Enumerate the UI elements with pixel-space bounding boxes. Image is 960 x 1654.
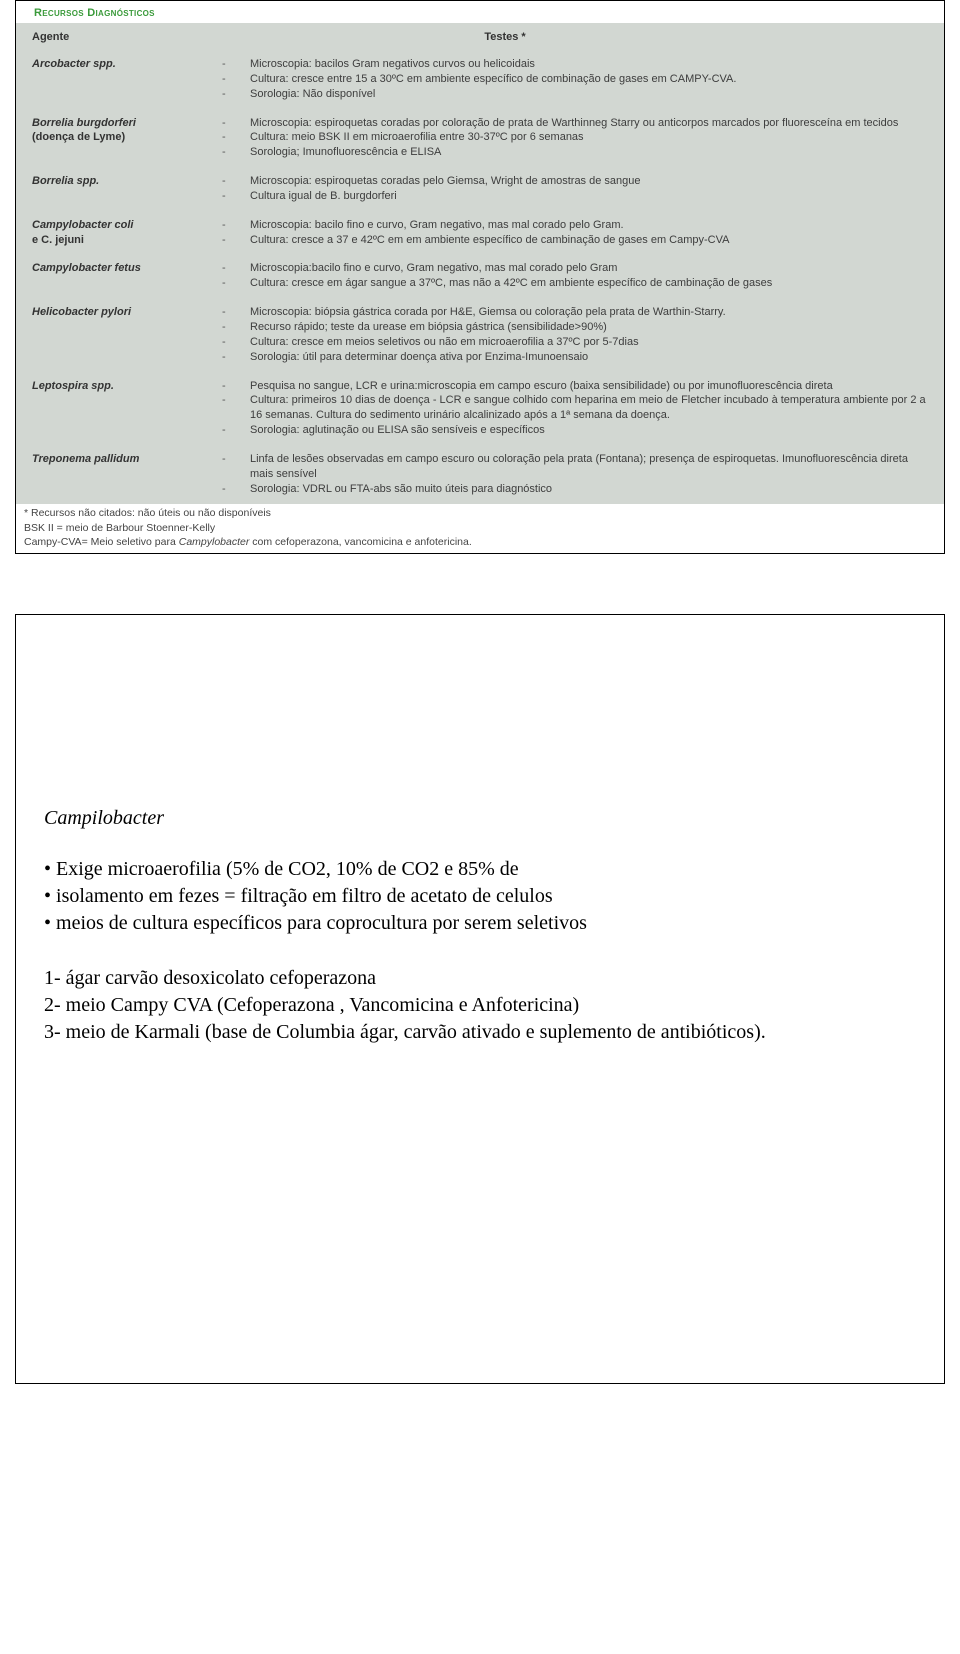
footnotes: * Recursos não citados: não úteis ou não… — [16, 504, 944, 553]
test-line: -Recurso rápido; teste da urease em bióp… — [222, 320, 928, 335]
numbered-item: 3- meio de Karmali (base de Columbia ága… — [44, 1019, 916, 1046]
footnote-line: Campy-CVA= Meio seletivo para Campylobac… — [24, 535, 934, 549]
test-line: -Microscopia: biópsia gástrica corada po… — [222, 305, 928, 320]
bullet-item: isolamento em fezes = filtração em filtr… — [44, 883, 916, 910]
tests-cell: -Microscopia:bacilo fino e curvo, Gram n… — [222, 261, 928, 291]
bullet-list: Exige microaerofilia (5% de CO2, 10% de … — [44, 856, 916, 937]
test-line: -Sorologia: aglutinação ou ELISA são sen… — [222, 423, 928, 438]
table-row: Campylobacter fetus-Microscopia:bacilo f… — [32, 253, 928, 297]
table-row: Borrelia burgdorferi(doença de Lyme)-Mic… — [32, 108, 928, 167]
table-row: Helicobacter pylori-Microscopia: biópsia… — [32, 297, 928, 370]
test-line: -Microscopia:bacilo fino e curvo, Gram n… — [222, 261, 928, 276]
agent-name: Arcobacter spp. — [32, 57, 222, 102]
test-line: -Cultura: cresce em meios seletivos ou n… — [222, 335, 928, 350]
section-title: Recursos Diagnósticos — [16, 1, 944, 23]
test-line: -Microscopia: espiroquetas coradas pelo … — [222, 174, 928, 189]
agent-name: Campylobacter colie C. jejuni — [32, 218, 222, 248]
footnote-line: * Recursos não citados: não úteis ou não… — [24, 506, 934, 520]
test-line: -Sorologia: útil para determinar doença … — [222, 350, 928, 365]
numbered-list: 1- ágar carvão desoxicolato cefoperazona… — [44, 965, 916, 1046]
agent-name: Borrelia burgdorferi(doença de Lyme) — [32, 116, 222, 161]
test-line: -Sorologia; Imunofluorescência e ELISA — [222, 145, 928, 160]
bullet-item: Exige microaerofilia (5% de CO2, 10% de … — [44, 856, 916, 883]
test-line: -Microscopia: espiroquetas coradas por c… — [222, 116, 928, 131]
test-line: -Cultura igual de B. burgdorferi — [222, 189, 928, 204]
agent-name: Campylobacter fetus — [32, 261, 222, 291]
agent-name: Helicobacter pylori — [32, 305, 222, 364]
table-row: Leptospira spp.-Pesquisa no sangue, LCR … — [32, 371, 928, 444]
footnote-line: BSK II = meio de Barbour Stoenner-Kelly — [24, 521, 934, 535]
table-header: Agente Testes * — [32, 23, 928, 49]
table-row: Arcobacter spp.-Microscopia: bacilos Gra… — [32, 49, 928, 108]
table-row: Treponema pallidum-Linfa de lesões obser… — [32, 444, 928, 503]
test-line: -Microscopia: bacilos Gram negativos cur… — [222, 57, 928, 72]
header-tests: Testes * — [222, 31, 928, 43]
page-campilobacter: Campilobacter Exige microaerofilia (5% d… — [15, 614, 945, 1384]
table-row: Campylobacter colie C. jejuni-Microscopi… — [32, 210, 928, 254]
tests-cell: -Linfa de lesões observadas em campo esc… — [222, 452, 928, 497]
test-line: -Cultura: meio BSK II em microaerofilia … — [222, 130, 928, 145]
test-line: -Cultura: cresce em ágar sangue a 37ºC, … — [222, 276, 928, 291]
numbered-item: 1- ágar carvão desoxicolato cefoperazona — [44, 965, 916, 992]
page-diagnostics: Recursos Diagnósticos Agente Testes * Ar… — [15, 0, 945, 554]
bullet-item: meios de cultura específicos para coproc… — [44, 910, 916, 937]
numbered-item: 2- meio Campy CVA (Cefoperazona , Vancom… — [44, 992, 916, 1019]
agent-name: Leptospira spp. — [32, 379, 222, 438]
test-line: -Sorologia: Não disponível — [222, 87, 928, 102]
tests-cell: -Microscopia: biópsia gástrica corada po… — [222, 305, 928, 364]
agent-name: Treponema pallidum — [32, 452, 222, 497]
test-line: -Pesquisa no sangue, LCR e urina:microsc… — [222, 379, 928, 394]
test-line: -Cultura: cresce entre 15 a 30ºC em ambi… — [222, 72, 928, 87]
test-line: -Linfa de lesões observadas em campo esc… — [222, 452, 928, 482]
diagnostics-table: Agente Testes * Arcobacter spp.-Microsco… — [16, 23, 944, 504]
test-line: -Sorologia: VDRL ou FTA-abs são muito út… — [222, 482, 928, 497]
tests-cell: -Microscopia: bacilos Gram negativos cur… — [222, 57, 928, 102]
test-line: -Cultura: primeiros 10 dias de doença - … — [222, 393, 928, 423]
test-line: -Cultura: cresce a 37 e 42ºC em em ambie… — [222, 233, 928, 248]
campilobacter-title: Campilobacter — [44, 805, 916, 832]
tests-cell: -Microscopia: bacilo fino e curvo, Gram … — [222, 218, 928, 248]
tests-cell: -Pesquisa no sangue, LCR e urina:microsc… — [222, 379, 928, 438]
table-row: Borrelia spp.-Microscopia: espiroquetas … — [32, 166, 928, 210]
agent-name: Borrelia spp. — [32, 174, 222, 204]
test-line: -Microscopia: bacilo fino e curvo, Gram … — [222, 218, 928, 233]
tests-cell: -Microscopia: espiroquetas coradas pelo … — [222, 174, 928, 204]
tests-cell: -Microscopia: espiroquetas coradas por c… — [222, 116, 928, 161]
header-agent: Agente — [32, 31, 222, 43]
